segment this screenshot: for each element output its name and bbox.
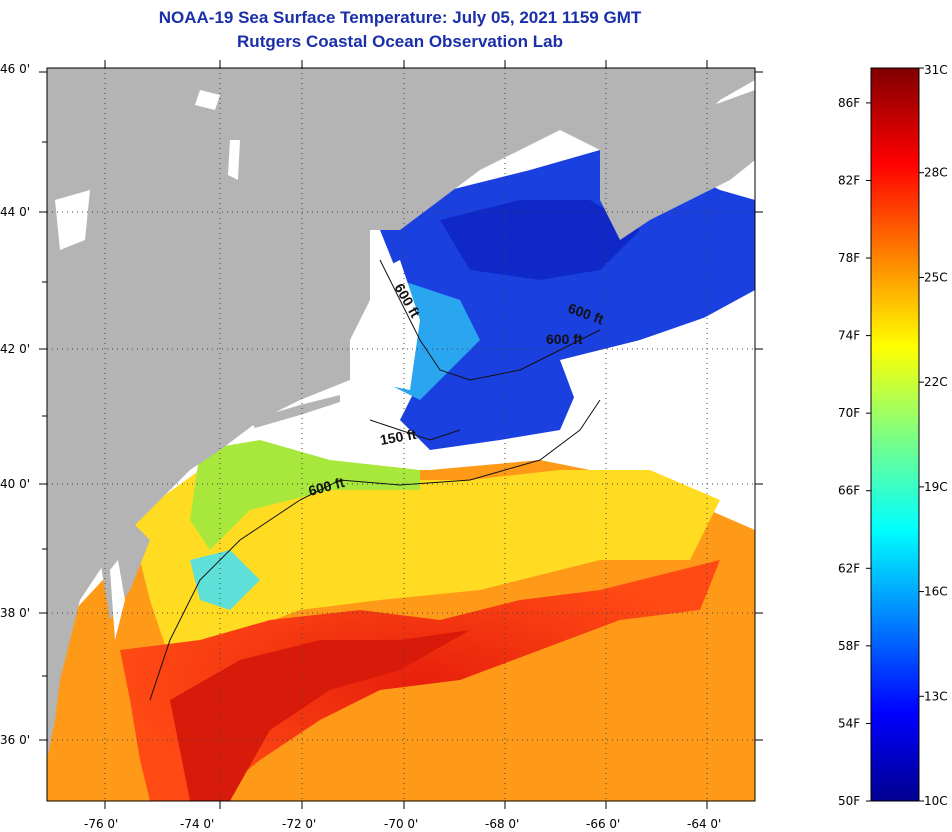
lon-label: -74 0' <box>180 817 214 831</box>
green-water <box>190 440 420 550</box>
chesapeake-water <box>110 560 125 640</box>
chart-subtitle: Rutgers Coastal Ocean Observation Lab <box>237 32 563 51</box>
lon-label: -70 0' <box>384 817 418 831</box>
lon-label: -76 0' <box>84 817 118 831</box>
cold-water-deep <box>440 200 640 280</box>
inland-cloud <box>195 90 220 110</box>
lon-label: -68 0' <box>485 817 519 831</box>
lon-label: -72 0' <box>282 817 316 831</box>
lat-label: 36 0' <box>0 733 30 747</box>
contour-label: 600 ft <box>546 331 583 347</box>
map-frame <box>46 67 756 802</box>
lat-label: 38 0' <box>0 606 30 620</box>
lat-label: 42 0' <box>0 342 30 356</box>
lon-label: -66 0' <box>586 817 620 831</box>
long-island <box>250 395 340 428</box>
gulf-stream <box>120 560 720 801</box>
inland-cloud-2 <box>228 140 240 180</box>
yellow-water <box>130 460 720 660</box>
lon-label: -64 0' <box>687 817 721 831</box>
tick-marks <box>39 60 763 809</box>
lat-label: 46 0' <box>0 62 30 76</box>
gulf-stream-core <box>170 630 470 801</box>
us-mainland <box>47 68 755 760</box>
chart-title: NOAA-19 Sea Surface Temperature: July 05… <box>158 8 642 27</box>
isobath-150 <box>369 419 461 441</box>
gridlines <box>47 68 755 801</box>
contour-label: 150 ft <box>379 426 418 448</box>
cyan-water <box>190 550 260 610</box>
nova-scotia <box>600 90 755 240</box>
lat-label: 44 0' <box>0 205 30 219</box>
cloud-bank-east <box>560 300 755 480</box>
lat-label: 40 0' <box>0 477 30 491</box>
isobath-600-south <box>149 399 601 701</box>
isobath-600-gom <box>379 259 601 381</box>
inland-cloud-3 <box>55 190 90 250</box>
